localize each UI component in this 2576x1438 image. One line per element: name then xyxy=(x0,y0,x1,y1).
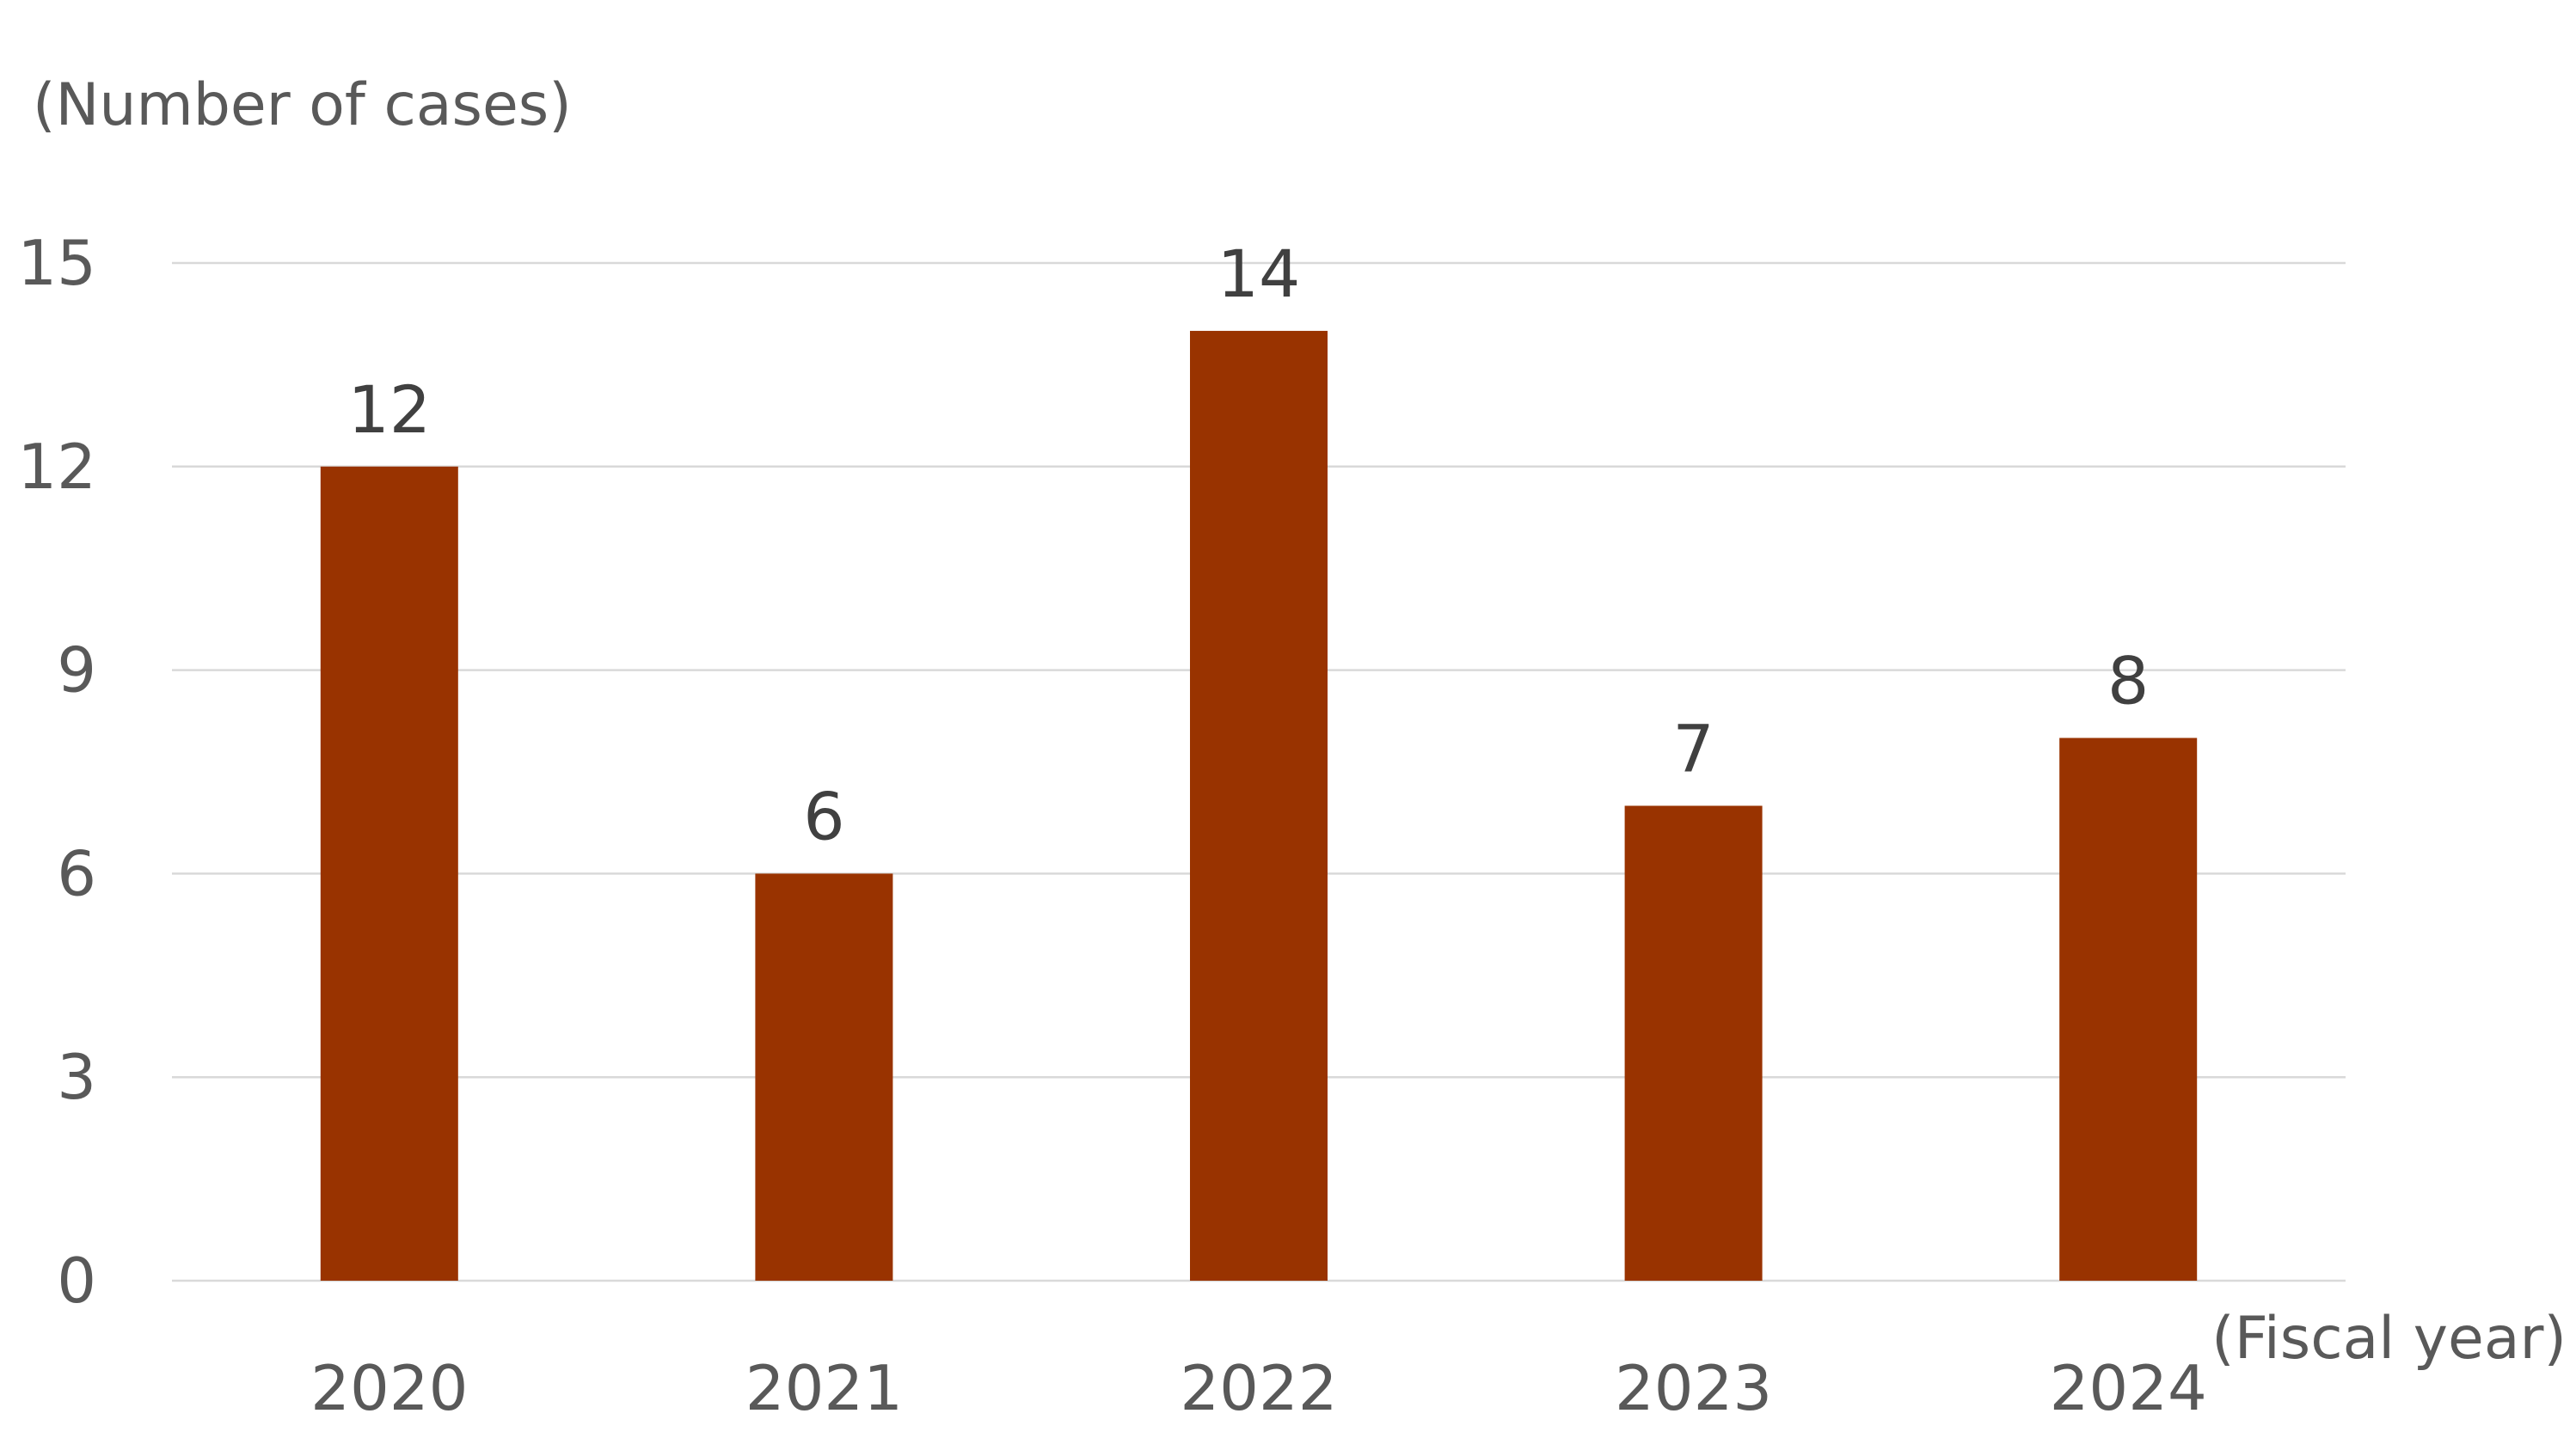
data-label-2022: 14 xyxy=(1217,236,1301,312)
x-tick-label: 2024 xyxy=(2050,1352,2207,1424)
data-label-2020: 12 xyxy=(347,371,431,448)
bar-2021 xyxy=(755,873,893,1281)
x-axis-ticks: 2020 2021 2022 2023 2024 xyxy=(310,1352,2207,1424)
bar-2023 xyxy=(1624,805,1763,1281)
y-tick-label: 6 xyxy=(57,837,96,909)
bars xyxy=(320,330,2198,1281)
y-tick-label: 0 xyxy=(57,1245,96,1317)
y-tick-label: 15 xyxy=(17,227,96,299)
data-label-2024: 8 xyxy=(2107,643,2149,719)
x-axis-title: (Fiscal year) xyxy=(2211,1305,2567,1373)
data-labels: 12 6 14 7 8 xyxy=(347,236,2149,854)
x-tick-label: 2023 xyxy=(1615,1352,1772,1424)
y-tick-label: 9 xyxy=(57,634,96,707)
y-axis-ticks: 0 3 6 9 12 15 xyxy=(17,227,96,1317)
y-axis-title: (Number of cases) xyxy=(33,71,572,139)
bar-2022 xyxy=(1190,330,1328,1281)
bar-2020 xyxy=(320,466,458,1281)
y-tick-label: 3 xyxy=(57,1041,96,1113)
bar-2024 xyxy=(2059,737,2198,1281)
x-tick-label: 2020 xyxy=(310,1352,468,1424)
y-tick-label: 12 xyxy=(17,431,96,503)
x-tick-label: 2022 xyxy=(1180,1352,1337,1424)
x-tick-label: 2021 xyxy=(745,1352,903,1424)
data-label-2023: 7 xyxy=(1672,710,1714,786)
data-label-2021: 6 xyxy=(803,778,844,854)
